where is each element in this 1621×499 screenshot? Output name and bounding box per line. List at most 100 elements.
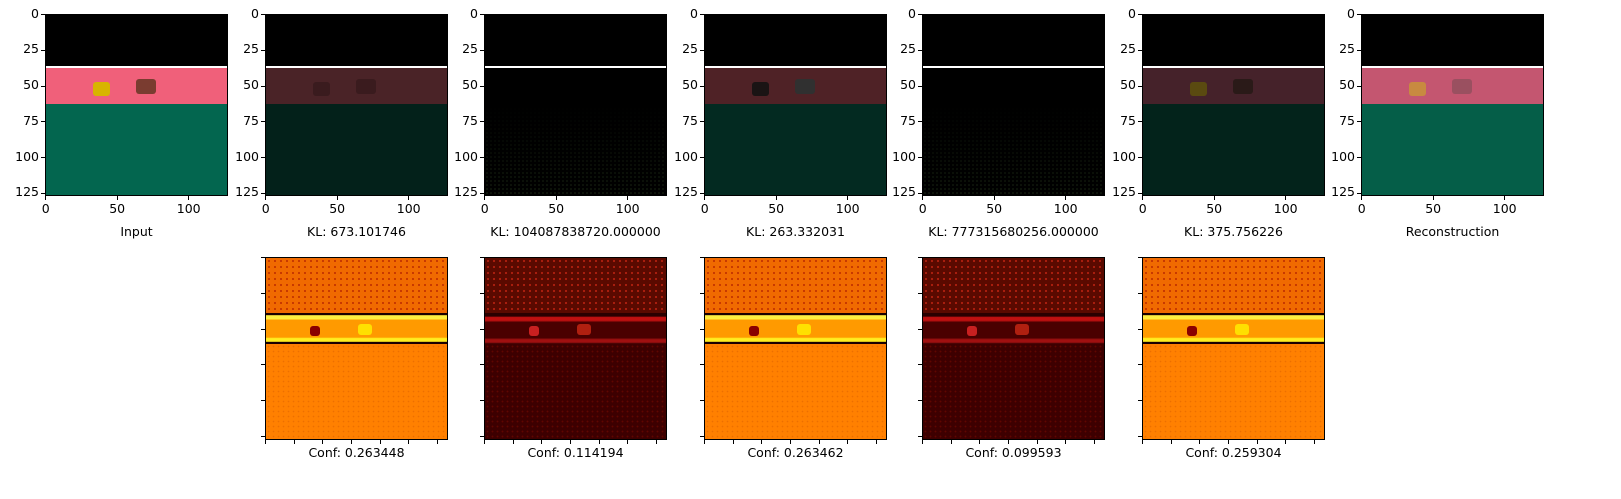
y-tick-mark — [261, 364, 265, 366]
y-tick-label: 100 — [1112, 148, 1136, 164]
y-tick-label: 0 — [1347, 5, 1355, 21]
x-tick-mark — [1361, 196, 1363, 200]
y-tick-mark — [41, 121, 45, 123]
x-tick-mark — [847, 440, 849, 444]
y-tick-mark — [261, 49, 265, 51]
panel-caption: KL: 104087838720.000000 — [490, 224, 661, 239]
y-tick-mark — [918, 364, 922, 366]
y-tick-mark — [918, 292, 922, 294]
x-tick-mark — [1065, 196, 1067, 200]
floor-region — [1143, 103, 1324, 195]
panel-caption: Reconstruction — [1405, 224, 1500, 239]
y-tick-label: 75 — [243, 112, 259, 128]
heatmap-caption: Conf: 0.263448 — [308, 445, 405, 460]
x-tick-mark — [541, 440, 543, 444]
object-marker-1 — [528, 325, 539, 336]
object-1 — [1190, 82, 1208, 97]
noise-dots — [923, 15, 1104, 195]
x-tick-mark — [436, 440, 438, 444]
object-marker-2 — [357, 323, 372, 335]
x-tick-mark — [922, 440, 924, 444]
y-tick-mark — [261, 435, 265, 437]
y-tick-label: 50 — [243, 77, 259, 93]
x-tick-mark — [555, 196, 557, 200]
upper-texture — [266, 258, 447, 313]
x-tick-mark — [1142, 196, 1144, 200]
x-tick-mark — [950, 440, 952, 444]
y-tick-mark — [700, 121, 704, 123]
horizon-band — [705, 312, 886, 344]
scene-image — [704, 14, 887, 196]
y-tick-mark — [480, 49, 484, 51]
y-tick-mark — [480, 257, 484, 259]
x-tick-label: 100 — [835, 201, 860, 216]
y-tick-mark — [1138, 364, 1142, 366]
x-tick-mark — [484, 196, 486, 200]
y-tick-label: 125 — [235, 184, 259, 200]
y-tick-label: 100 — [454, 148, 478, 164]
y-tick-mark — [1138, 49, 1142, 51]
object-2 — [136, 79, 157, 94]
y-tick-mark — [480, 400, 484, 402]
y-tick-mark — [1138, 292, 1142, 294]
x-tick-label: 100 — [615, 201, 640, 216]
y-tick-label: 25 — [900, 41, 916, 57]
y-tick-mark — [261, 157, 265, 159]
y-tick-label: 50 — [682, 77, 698, 93]
x-tick-mark — [1432, 196, 1434, 200]
floor-region — [266, 103, 447, 195]
horizon-band — [923, 312, 1104, 344]
floor-region — [1362, 103, 1543, 195]
y-tick-label: 100 — [1331, 148, 1355, 164]
object-marker-1 — [309, 325, 320, 336]
x-tick-mark — [45, 196, 47, 200]
confidence-heatmap — [265, 257, 448, 440]
y-tick-mark — [41, 49, 45, 51]
y-tick-label: 75 — [23, 112, 39, 128]
x-tick-mark — [627, 196, 629, 200]
y-tick-label: 50 — [900, 77, 916, 93]
y-tick-mark — [1138, 400, 1142, 402]
x-tick-mark — [818, 440, 820, 444]
y-tick-mark — [700, 292, 704, 294]
y-tick-mark — [261, 192, 265, 194]
y-tick-mark — [41, 14, 45, 16]
x-tick-mark — [627, 440, 629, 444]
y-tick-mark — [41, 192, 45, 194]
y-tick-mark — [480, 192, 484, 194]
x-tick-label: 0 — [261, 201, 270, 216]
y-tick-mark — [480, 292, 484, 294]
y-tick-mark — [261, 121, 265, 123]
x-tick-label: 100 — [176, 201, 201, 216]
x-tick-label: 0 — [918, 201, 927, 216]
x-tick-mark — [484, 440, 486, 444]
y-tick-label: 75 — [1120, 112, 1136, 128]
y-tick-mark — [918, 400, 922, 402]
y-tick-mark — [261, 328, 265, 330]
y-tick-label: 125 — [454, 184, 478, 200]
lower-texture — [485, 344, 666, 439]
x-tick-label: 100 — [1492, 201, 1517, 216]
y-tick-mark — [261, 257, 265, 259]
y-tick-mark — [700, 192, 704, 194]
y-tick-label: 50 — [1120, 77, 1136, 93]
x-tick-mark — [704, 196, 706, 200]
x-tick-mark — [775, 196, 777, 200]
y-tick-mark — [1138, 121, 1142, 123]
x-tick-label: 100 — [1273, 201, 1298, 216]
x-tick-mark — [350, 440, 352, 444]
x-tick-mark — [1227, 440, 1229, 444]
confidence-heatmap — [484, 257, 667, 440]
y-tick-mark — [480, 435, 484, 437]
x-tick-mark — [704, 440, 706, 444]
y-tick-label: 75 — [1339, 112, 1355, 128]
horizon-band — [485, 312, 666, 344]
panel-caption: Input — [120, 224, 153, 239]
y-tick-mark — [1357, 85, 1361, 87]
y-tick-mark — [918, 49, 922, 51]
y-tick-mark — [480, 157, 484, 159]
y-tick-mark — [41, 157, 45, 159]
upper-texture — [1143, 258, 1324, 313]
floor-region — [705, 103, 886, 195]
y-tick-mark — [480, 121, 484, 123]
